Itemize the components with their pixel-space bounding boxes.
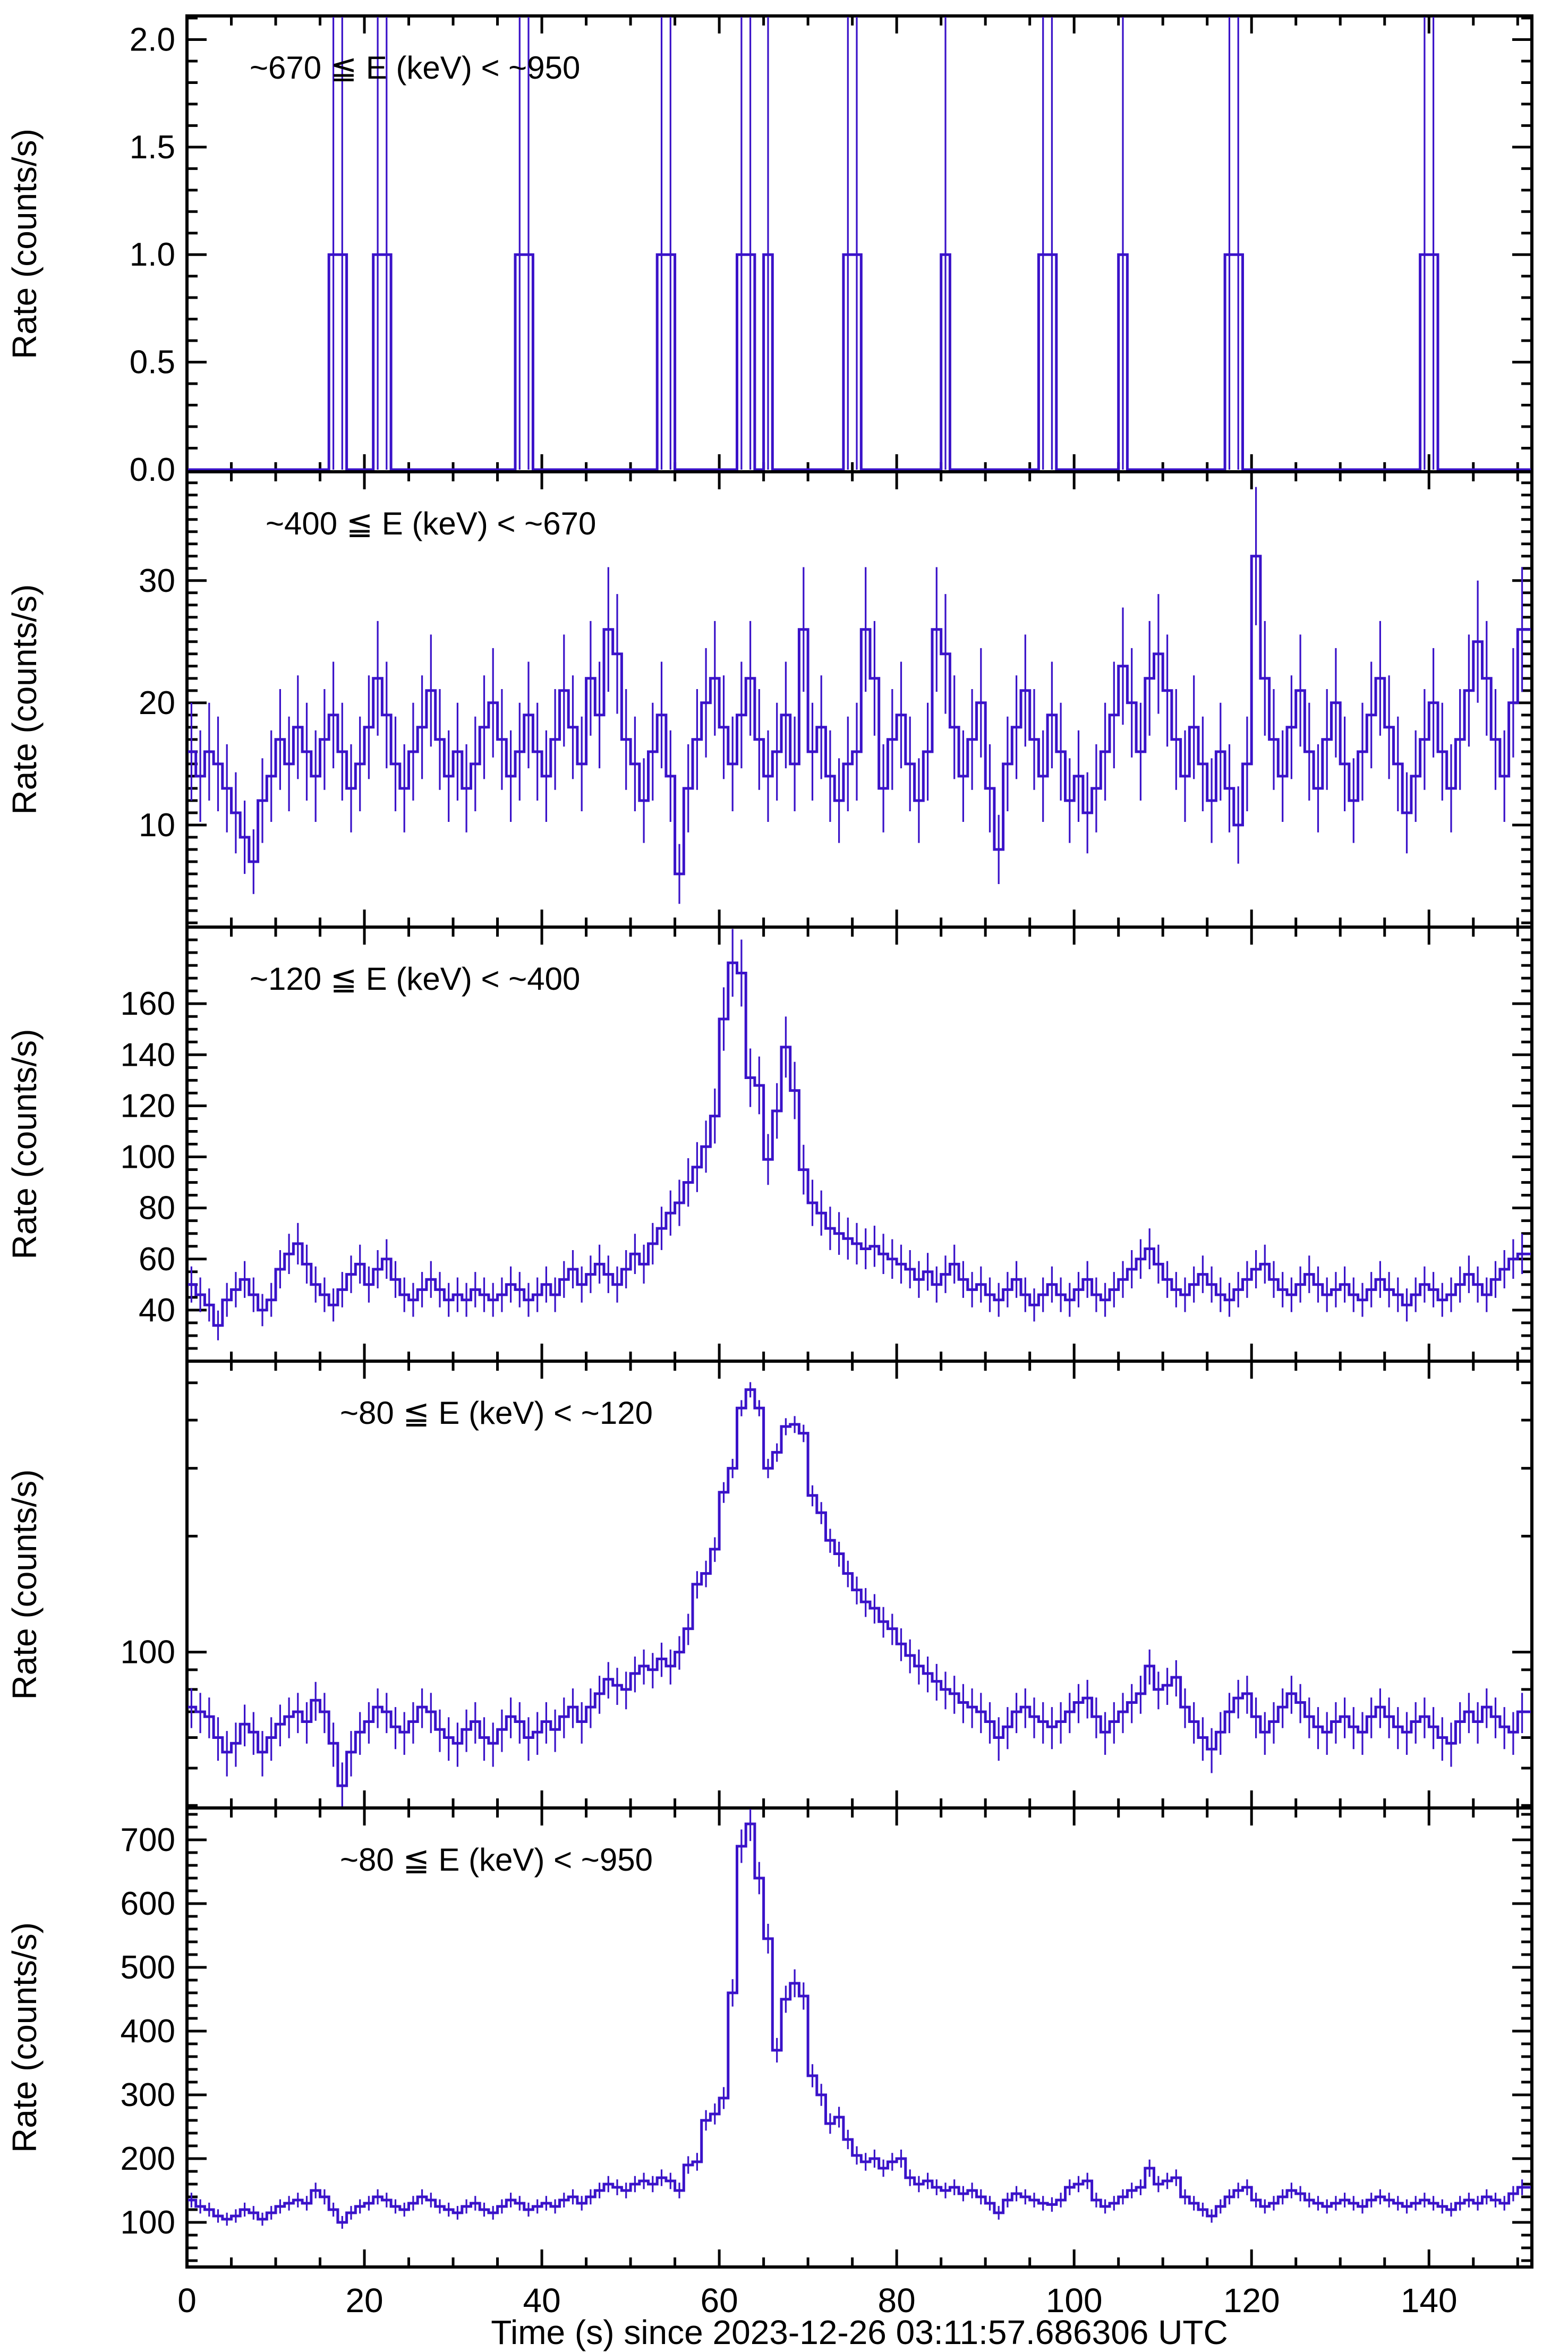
x-tick-label: 0 [177,2281,197,2320]
y-tick-label: 700 [121,1822,175,1858]
data-group [188,1382,1531,1807]
y-ticks [189,1381,1530,1807]
x-axis-title: Time (s) since 2023-12-26 03:11:57.68630… [491,2313,1228,2351]
y-tick-label: 300 [121,2077,175,2113]
x-ticks [230,473,1519,925]
x-tick-label: 140 [1401,2281,1458,2320]
histogram-line [188,1388,1531,1787]
error-bars [190,1382,1523,1807]
y-tick-label: 1.0 [130,236,175,273]
y-ticks [189,481,1530,924]
data-group [188,1809,1531,2229]
histogram-line [188,961,1531,1327]
y-tick-label: 20 [139,685,175,721]
histogram-line [188,1822,1531,2224]
histogram-line [188,253,1531,471]
y-tick-label: 140 [121,1037,175,1073]
histogram-line [188,555,1531,876]
y-tick-label: 60 [139,1241,175,1278]
y-tick-label: 30 [139,563,175,599]
y-tick-label: 160 [121,986,175,1022]
panel-4: 100 ~80 ≦ E (keV) < ~120 Rate (counts/s) [5,1360,1533,1810]
panels-root: 0.0 0.5 1.0 1.5 2.0 ~670 ≦ E (keV) < ~950 Rate… [5,14,1533,2320]
panel-title: ~80 ≦ E (keV) < ~120 [340,1395,653,1431]
panel-2: 10 20 30 ~400 ≦ E (keV) < ~670 Rate (counts/… [5,470,1533,929]
y-tick-label: 100 [121,1139,175,1176]
y-tick-label: 100 [121,2204,175,2241]
y-tick-label: 400 [121,2013,175,2050]
y-tick-label: 0.5 [130,344,175,381]
y-tick-label: 600 [121,1886,175,1922]
x-tick-labels: 0 20 40 60 80 100 120 140 [177,2281,1457,2320]
y-ticks [189,938,1530,1350]
y-tick-label: 80 [139,1190,175,1227]
y-tick-label: 500 [121,1949,175,1986]
y-axis-title: Rate (counts/s) [5,1470,44,1700]
y-ticks [189,1813,1530,2262]
y-axis-title: Rate (counts/s) [5,129,44,359]
y-tick-label: 120 [121,1088,175,1124]
error-bars [333,17,1435,470]
y-tick-label: 200 [121,2141,175,2177]
panel-title: ~120 ≦ E (keV) < ~400 [250,961,580,997]
x-tick-label: 40 [523,2281,560,2320]
y-axis-title: Rate (counts/s) [5,584,44,815]
y-tick-label: 1.5 [130,129,175,166]
y-tick-label: 0.0 [130,452,175,488]
panel-title: ~670 ≦ E (keV) < ~950 [250,50,580,86]
panel-1: 0.0 0.5 1.0 1.5 2.0 ~670 ≦ E (keV) < ~950 Rate… [5,14,1533,488]
y-axis-title: Rate (counts/s) [5,1922,44,2153]
y-axis-title: Rate (counts/s) [5,1029,44,1260]
y-tick-label: 40 [139,1292,175,1329]
x-ticks [230,1810,1519,2265]
x-tick-label: 80 [878,2281,916,2320]
data-group [188,929,1531,1340]
error-bars [190,487,1523,904]
x-tick-label: 100 [1046,2281,1103,2320]
panel-3: 40 60 80 100 120 140 160 ~120 ≦ E (keV) < ~400 R… [5,925,1533,1363]
panel-title: ~80 ≦ E (keV) < ~950 [340,1842,653,1878]
x-tick-label: 120 [1223,2281,1280,2320]
y-tick-label: 100 [121,1634,175,1671]
x-tick-label: 20 [345,2281,383,2320]
panel-title: ~400 ≦ E (keV) < ~670 [266,506,596,541]
y-ticks [189,16,1530,471]
y-tick-label: 10 [139,807,175,844]
data-group [188,487,1531,904]
x-ticks [230,929,1519,1360]
panel-frame [185,1806,1533,2269]
data-group [188,17,1531,471]
x-tick-label: 60 [701,2281,738,2320]
x-ticks [230,18,1519,470]
panel-5: 100 200 300 400 500 600 700 ~80 ≦ E (keV) < ~95… [5,1806,1533,2269]
x-ticks [230,1363,1519,1806]
y-tick-label: 2.0 [130,22,175,58]
